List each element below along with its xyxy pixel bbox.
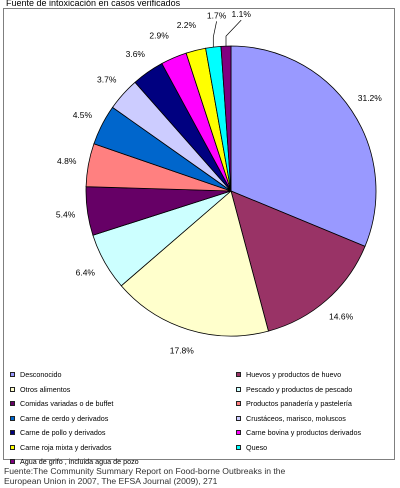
legend-swatch xyxy=(10,401,15,406)
legend-item-productos-panaderia-y-pasteleria: Productos panadería y pastelería xyxy=(236,399,352,408)
leader-line-agua-de-grifo-incluida-agua-de-pozo xyxy=(225,19,242,47)
slice-label-otros-alimentos: 17.8% xyxy=(170,346,195,356)
pie-slice-huevos-y-productos-de-huevo xyxy=(230,190,366,332)
legend-swatch xyxy=(10,430,15,435)
source-line-2: European Union in 2007, The EFSA Journal… xyxy=(4,476,218,486)
legend-item-comidas-variadas-o-de-buffet: Comidas variadas o de buffet xyxy=(10,399,113,408)
legend-swatch xyxy=(236,386,241,392)
slice-label-comidas-variadas-o-de-buffet: 5.4% xyxy=(56,209,76,219)
legend-label: Desconocido xyxy=(20,370,62,379)
legend-item-carne-roja-mixta-y-derivados: Carne roja mixta y derivados xyxy=(10,443,111,452)
legend-swatch xyxy=(10,415,15,421)
slice-label-queso: 1.7% xyxy=(207,10,227,20)
slice-label-carne-bovina-y-productos-derivados: 2.9% xyxy=(149,31,169,41)
legend-swatch xyxy=(10,459,15,464)
legend-label: Productos panadería y pastelería xyxy=(246,399,352,408)
slice-label-pescado-y-productos-de-pescado: 6.4% xyxy=(76,268,96,278)
legend-label: Huevos y productos de huevo xyxy=(246,370,342,379)
slice-label-carne-roja-mixta-y-derivados: 2.2% xyxy=(177,20,197,30)
legend-item-queso: Queso xyxy=(236,443,267,452)
slice-label-huevos-y-productos-de-huevo: 14.6% xyxy=(329,312,354,322)
slice-label-agua-de-grifo-incluida-agua-de-pozo: 1.1% xyxy=(232,9,252,19)
legend-label: Carne bovina y productos derivados xyxy=(246,428,362,437)
slice-label-productos-panaderia-y-pasteleria: 4.8% xyxy=(57,156,77,166)
legend-label: Agua de grifo , incluida agua de pozo xyxy=(20,457,139,466)
pie-slice-otros-alimentos xyxy=(120,190,269,337)
legend-label: Otros alimentos xyxy=(20,384,71,394)
slice-label-carne-de-pollo-y-derivados: 3.6% xyxy=(126,49,146,59)
legend-item-agua-de-grifo-incluida-agua-de-pozo: Agua de grifo , incluida agua de pozo xyxy=(10,457,139,466)
legend-label: Carne de cerdo y derivados xyxy=(20,413,109,423)
legend-item-carne-de-cerdo-y-derivados: Carne de cerdo y derivados xyxy=(10,414,108,423)
source-note: Fuente:The Community Summary Report on F… xyxy=(4,466,285,486)
legend-label: Pescado y productos de pescado xyxy=(246,384,353,394)
legend-label: Carne de pollo y derivados xyxy=(20,428,106,437)
legend-swatch xyxy=(10,444,15,450)
pie-chart: 31.2%14.6%17.8%6.4%5.4%4.8%4.5%3.7%3.6%2… xyxy=(56,9,383,356)
legend-swatch xyxy=(10,372,15,377)
slice-label-crustaceos-marisco-moluscos: 3.7% xyxy=(97,75,117,85)
legend-swatch xyxy=(236,401,241,406)
legend-swatch xyxy=(10,386,15,392)
chart-title: Fuente de intoxicación en casos verifica… xyxy=(6,0,181,8)
legend-label: Carne roja mixta y derivados xyxy=(20,442,112,452)
legend-swatch xyxy=(236,415,241,421)
legend-item-crustaceos-marisco-moluscos: Crustáceos, marisco, moluscos xyxy=(236,414,346,423)
legend-item-carne-bovina-y-productos-derivados: Carne bovina y productos derivados xyxy=(236,428,361,437)
leader-line-queso xyxy=(212,21,217,48)
pie-slice-desconocido xyxy=(230,45,377,247)
legend-item-huevos-y-productos-de-huevo: Huevos y productos de huevo xyxy=(236,370,341,379)
source-line-1: Fuente:The Community Summary Report on F… xyxy=(4,466,286,476)
legend-swatch xyxy=(236,444,241,450)
legend-label: Comidas variadas o de buffet xyxy=(20,399,114,408)
legend-item-pescado-y-productos-de-pescado: Pescado y productos de pescado xyxy=(236,385,352,394)
legend-swatch xyxy=(236,372,241,377)
legend-swatch xyxy=(236,430,241,435)
legend-label: Queso xyxy=(246,442,268,452)
slice-label-carne-de-cerdo-y-derivados: 4.5% xyxy=(73,110,93,120)
slice-label-desconocido: 31.2% xyxy=(358,93,383,103)
legend-label: Crustáceos, marisco, moluscos xyxy=(246,413,346,423)
legend-item-desconocido: Desconocido xyxy=(10,370,62,379)
legend-item-carne-de-pollo-y-derivados: Carne de pollo y derivados xyxy=(10,428,106,437)
chart-frame: 31.2% 14.6% 17.8% 6.4% 5.4% 4.8% 4.5% 3.7% 3.6% 2… xyxy=(3,8,395,466)
legend-item-otros-alimentos: Otros alimentos xyxy=(10,385,70,394)
